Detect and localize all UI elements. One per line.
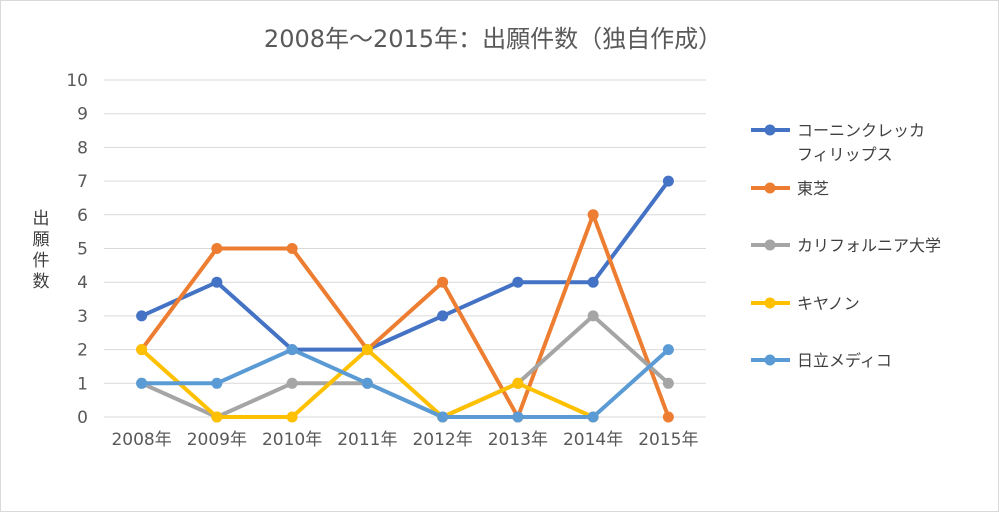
x-tick-labels: 2008年 2009年 2010年 2011年 2012年 2013年 2014年 2015年 xyxy=(111,430,698,450)
y-axis-label-text: 出願件数 xyxy=(33,209,50,292)
legend-swatch-marker xyxy=(764,124,776,136)
series-points xyxy=(136,175,674,423)
legend-item: 日立メディコ xyxy=(751,351,892,370)
data-point xyxy=(136,310,148,322)
data-point xyxy=(361,377,373,389)
series-line xyxy=(139,179,671,352)
data-point xyxy=(587,310,599,322)
data-point xyxy=(361,344,373,356)
data-point xyxy=(587,411,599,423)
data-point xyxy=(662,377,674,389)
legend-label: キヤノン xyxy=(797,294,860,313)
legend-item: キヤノン xyxy=(751,294,860,313)
y-tick-labels: 0 1 2 3 4 5 6 7 8 9 10 xyxy=(66,71,88,428)
x-tick-label: 2014年 xyxy=(563,430,623,450)
x-tick-label: 2010年 xyxy=(262,430,322,450)
data-point xyxy=(286,377,298,389)
legend-label: 日立メディコ xyxy=(797,351,892,370)
legend-label: コーニンクレッカフィリップス xyxy=(797,121,925,164)
data-point xyxy=(437,310,449,322)
legend-item: カリフォルニア大学 xyxy=(751,236,941,255)
data-point xyxy=(662,175,674,187)
data-point xyxy=(286,344,298,356)
y-tick-label: 7 xyxy=(77,172,88,192)
y-tick-label: 2 xyxy=(77,341,88,361)
y-tick-label: 0 xyxy=(77,408,88,428)
y-tick-label: 3 xyxy=(77,307,88,327)
legend-swatch-marker xyxy=(764,297,776,309)
data-point xyxy=(587,209,599,221)
data-point xyxy=(136,344,148,356)
series-line xyxy=(139,212,671,419)
chart-title: 2008年〜2015年：出願件数（独自作成） xyxy=(264,25,722,53)
y-axis-label: 出願件数 xyxy=(33,209,50,292)
data-point xyxy=(437,411,449,423)
legend-swatch-marker xyxy=(764,239,776,251)
x-tick-label: 2013年 xyxy=(488,430,548,450)
y-tick-label: 8 xyxy=(77,138,88,158)
series-line xyxy=(139,347,671,419)
data-point xyxy=(286,243,298,254)
y-tick-label: 1 xyxy=(77,374,88,394)
data-point xyxy=(662,344,674,356)
legend-item: コーニンクレッカフィリップス xyxy=(751,121,925,164)
data-point xyxy=(211,243,223,254)
data-point xyxy=(587,276,599,288)
legend-label: 東芝 xyxy=(797,179,829,198)
data-point xyxy=(136,377,148,389)
data-point xyxy=(437,276,449,288)
data-point xyxy=(211,411,223,423)
y-tick-label: 6 xyxy=(77,206,88,226)
x-tick-label: 2012年 xyxy=(412,430,472,450)
data-point xyxy=(211,377,223,389)
x-tick-label: 2009年 xyxy=(187,430,247,450)
legend-label: カリフォルニア大学 xyxy=(797,236,941,255)
y-tick-label: 9 xyxy=(77,105,88,125)
x-tick-label: 2015年 xyxy=(638,430,698,450)
x-tick-label: 2008年 xyxy=(111,430,171,450)
y-tick-label: 10 xyxy=(66,71,88,91)
data-point xyxy=(512,411,524,423)
legend-item: 東芝 xyxy=(751,179,829,198)
legend-swatch-marker xyxy=(764,354,776,366)
data-point xyxy=(512,276,524,288)
x-tick-label: 2011年 xyxy=(337,430,397,450)
gridlines xyxy=(104,79,706,418)
legend-swatch-marker xyxy=(764,182,776,194)
data-point xyxy=(512,377,524,389)
data-point xyxy=(286,411,298,423)
data-point xyxy=(211,276,223,288)
data-point xyxy=(662,411,674,423)
y-tick-label: 4 xyxy=(77,273,88,293)
y-tick-label: 5 xyxy=(77,240,88,260)
